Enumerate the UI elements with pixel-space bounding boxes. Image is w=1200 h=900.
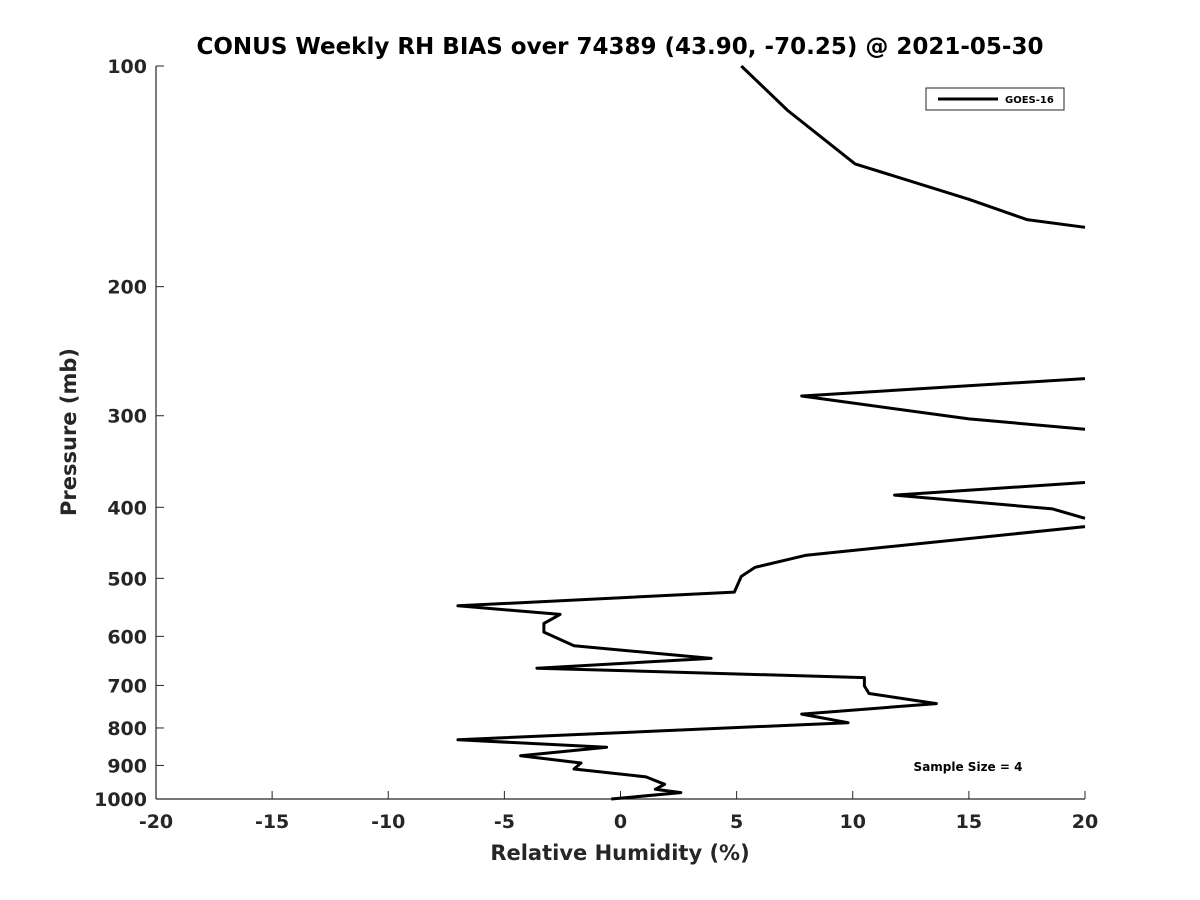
x-ticks: -20 -15 -10 -5 0 5 10 15 20 [139, 791, 1098, 833]
sample-size-annotation: Sample Size = 4 [914, 760, 1023, 774]
x-tick-label: -20 [139, 811, 173, 833]
x-tick-label: 15 [956, 811, 982, 833]
y-tick-label: 200 [107, 277, 147, 299]
x-tick-label: -5 [494, 811, 515, 833]
series-layer [456, 64, 1086, 801]
y-axis-label: Pressure (mb) [57, 348, 81, 516]
chart-title: CONUS Weekly RH BIAS over 74389 (43.90, … [196, 34, 1043, 60]
legend: GOES-16 [925, 87, 1065, 111]
x-tick-label: -15 [255, 811, 289, 833]
y-tick-label: 900 [107, 755, 147, 777]
x-tick-label: 10 [840, 811, 866, 833]
y-tick-label: 1000 [94, 789, 147, 811]
plot-area-frame [156, 66, 1085, 799]
x-tick-label: 5 [730, 811, 743, 833]
x-axis-label: Relative Humidity (%) [490, 841, 749, 865]
y-ticks: 100 200 300 400 500 600 700 800 900 1000 [94, 56, 164, 811]
y-tick-label: 400 [107, 497, 147, 519]
x-tick-label: -10 [371, 811, 405, 833]
y-tick-label: 500 [107, 568, 147, 590]
y-tick-label: 600 [107, 626, 147, 648]
y-tick-label: 300 [107, 406, 147, 428]
y-tick-label: 700 [107, 675, 147, 697]
y-tick-label: 800 [107, 718, 147, 740]
x-tick-label: 20 [1072, 811, 1098, 833]
x-tick-label: 0 [614, 811, 627, 833]
series-line-goes-16 [456, 64, 1086, 801]
y-tick-label: 100 [107, 56, 147, 78]
legend-entry-goes-16: GOES-16 [1005, 95, 1054, 106]
